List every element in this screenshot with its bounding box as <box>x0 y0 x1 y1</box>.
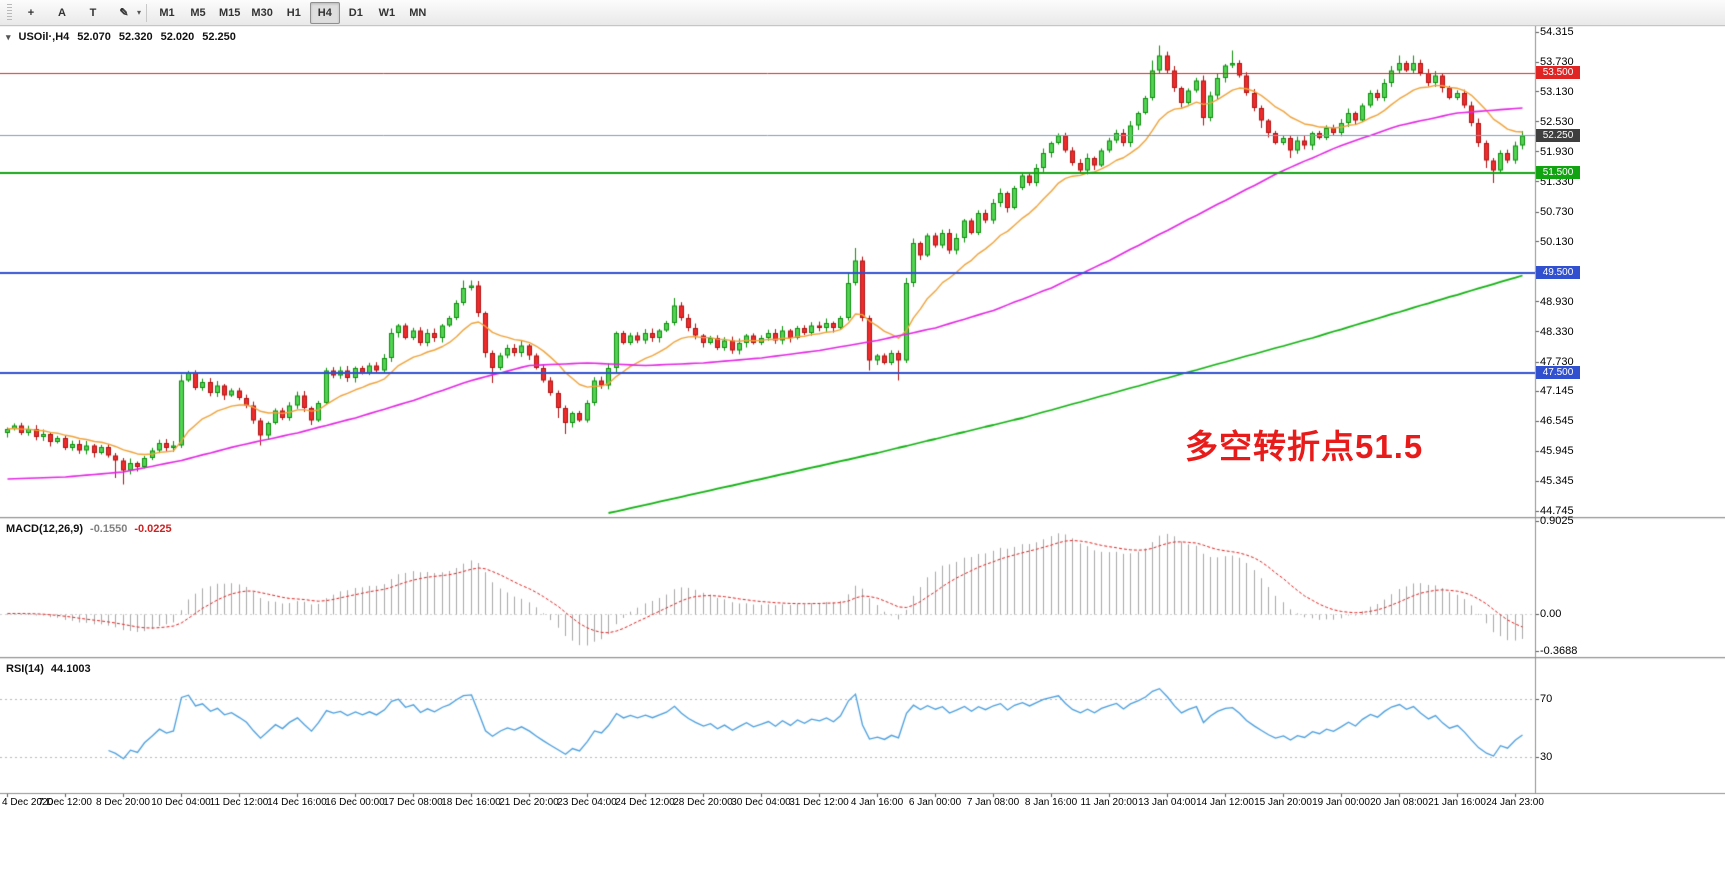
time-axis-label: 13 Jan 04:00 <box>1138 797 1196 808</box>
time-axis-label: 8 Jan 16:00 <box>1024 797 1078 808</box>
time-axis-label: 31 Dec 12:00 <box>789 797 849 808</box>
price-line-label: 49.500 <box>1536 266 1580 279</box>
time-axis-label: 19 Jan 00:00 <box>1312 797 1370 808</box>
time-axis-label: 14 Jan 12:00 <box>1196 797 1254 808</box>
time-axis-label: 16 Dec 00:00 <box>325 797 385 808</box>
time-axis-label: 7 Dec 12:00 <box>38 797 92 808</box>
timeframe-button-m30[interactable]: M30 <box>251 6 273 19</box>
time-axis-label: 15 Jan 20:00 <box>1254 797 1312 808</box>
time-axis-label: 21 Dec 20:00 <box>499 797 559 808</box>
macd-axis-label: 0.9025 <box>1540 515 1574 527</box>
toolbar-grip[interactable] <box>7 3 12 22</box>
price-line-label: 53.500 <box>1536 66 1580 79</box>
time-axis-label: 4 Dec 2020 <box>2 797 54 808</box>
text-label-tool-button[interactable]: T <box>89 6 97 19</box>
time-axis-label: 21 Jan 16:00 <box>1428 797 1486 808</box>
time-axis-label: 4 Jan 16:00 <box>850 797 904 808</box>
timeframe-toolbar: M1 M5 M15 M30 H1 H4 D1 W1 MN <box>152 1 433 24</box>
macd-label: MACD(12,26,9) -0.1550 -0.0225 <box>6 523 172 535</box>
drawing-tools-dropdown-icon[interactable]: ▾ <box>137 8 142 17</box>
chart-title: ▾ USOil·,H4 52.070 52.320 52.020 52.250 <box>6 31 236 43</box>
price-axis-label: 50.130 <box>1540 235 1574 248</box>
rsi-value: 44.1003 <box>50 663 91 675</box>
rsi-name: RSI(14) <box>6 663 44 675</box>
rsi-axis-label: 70 <box>1540 693 1553 706</box>
time-axis-label: 24 Dec 12:00 <box>615 797 675 808</box>
time-axis-label: 20 Jan 08:00 <box>1370 797 1428 808</box>
macd-value-signal: -0.0225 <box>134 523 172 535</box>
timeframe-button-w1[interactable]: W1 <box>378 6 396 19</box>
macd-axis-label: -0.3688 <box>1540 645 1578 658</box>
price-axis-label: 45.345 <box>1540 474 1574 487</box>
price-line-label: 47.500 <box>1536 366 1580 379</box>
timeframe-button-h4[interactable]: H4 <box>309 1 340 24</box>
price-axis-label: 48.330 <box>1540 325 1574 338</box>
time-axis-label: 10 Dec 04:00 <box>151 797 211 808</box>
chart-symbol-timeframe: USOil·,H4 <box>18 31 70 43</box>
time-axis-label: 7 Jan 08:00 <box>966 797 1020 808</box>
timeframe-button-m15[interactable]: M15 <box>219 6 241 19</box>
time-axis-label: 18 Dec 16:00 <box>441 797 501 808</box>
price-axis-label: 47.145 <box>1540 384 1574 397</box>
price-axis-label: 51.930 <box>1540 145 1574 158</box>
drawing-toolbar: + A T ✎ <box>16 2 139 24</box>
price-axis-label: 50.730 <box>1540 205 1574 218</box>
time-axis-label: 23 Dec 04:00 <box>557 797 617 808</box>
timeframe-button-mn[interactable]: MN <box>409 6 427 19</box>
ohlc-high: 52.320 <box>118 31 153 43</box>
ohlc-open: 52.070 <box>77 31 111 43</box>
toolbar-separator <box>146 3 148 22</box>
price-axis-label: 45.945 <box>1540 444 1574 457</box>
timeframe-button-m1[interactable]: M1 <box>159 6 175 19</box>
macd-name: MACD(12,26,9) <box>6 523 84 535</box>
macd-value-main: -0.1550 <box>90 523 128 535</box>
symbol-menu-icon: ▾ <box>6 31 11 42</box>
time-axis-label: 17 Dec 08:00 <box>383 797 443 808</box>
time-axis-label: 24 Jan 23:00 <box>1486 797 1544 808</box>
timeframe-button-h1[interactable]: H1 <box>286 6 301 19</box>
text-tool-button[interactable]: A <box>58 6 66 19</box>
ohlc-low: 52.020 <box>160 31 195 43</box>
price-line-label: 52.250 <box>1536 128 1580 142</box>
time-axis-label: 8 Dec 20:00 <box>96 797 150 808</box>
price-axis-label: 44.745 <box>1540 504 1574 517</box>
rsi-axis-label: 30 <box>1540 750 1553 763</box>
time-axis-label: 11 Jan 20:00 <box>1080 797 1138 808</box>
macd-axis-label: 0.00 <box>1540 607 1562 620</box>
chart-annotation: 多空转折点51.5 <box>1185 428 1424 465</box>
ohlc-close: 52.250 <box>202 31 236 43</box>
price-line-label: 51.500 <box>1536 166 1580 179</box>
rsi-label: RSI(14) 44.1003 <box>6 663 91 675</box>
price-axis-label: 48.930 <box>1540 295 1574 308</box>
price-axis-label: 54.315 <box>1540 26 1574 39</box>
price-axis-label: 52.530 <box>1540 115 1574 128</box>
timeframe-button-m5[interactable]: M5 <box>190 6 206 19</box>
price-axis-label: 53.730 <box>1540 55 1574 68</box>
price-axis-label: 53.130 <box>1540 85 1574 98</box>
crosshair-tool-button[interactable]: + <box>27 6 35 19</box>
top-toolbar: + A T ✎ ▾ M1 M5 M15 M30 H1 H4 D1 W1 MN <box>0 0 1725 26</box>
price-axis-label: 47.730 <box>1540 355 1574 368</box>
time-axis-label: 28 Dec 20:00 <box>673 797 733 808</box>
time-axis-label: 30 Dec 04:00 <box>731 797 791 808</box>
drawing-tools-button[interactable]: ✎ <box>119 7 129 19</box>
timeframe-button-d1[interactable]: D1 <box>348 6 363 19</box>
time-axis-label: 6 Jan 00:00 <box>908 797 962 808</box>
price-axis-label: 46.545 <box>1540 414 1574 427</box>
time-axis-label: 11 Dec 12:00 <box>209 797 269 808</box>
time-axis-label: 14 Dec 16:00 <box>267 797 327 808</box>
